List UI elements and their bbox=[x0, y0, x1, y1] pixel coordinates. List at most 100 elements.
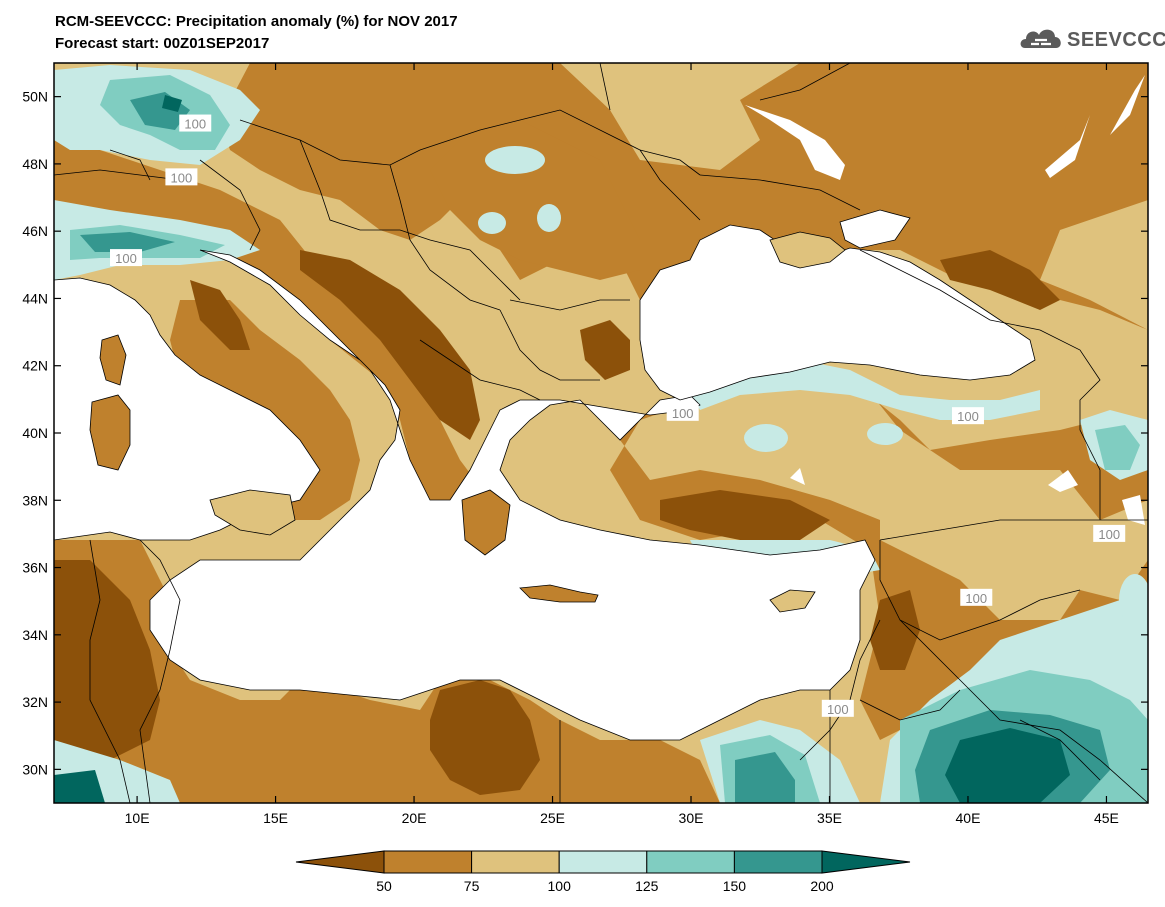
lat-tick-label: 38N bbox=[22, 492, 48, 508]
anomaly-region-125-150 bbox=[1095, 425, 1140, 470]
legend-tick-label: 125 bbox=[635, 878, 659, 894]
lat-tick-label: 44N bbox=[22, 290, 48, 306]
lon-tick-label: 25E bbox=[540, 810, 565, 826]
contour-label-text: 100 bbox=[827, 702, 849, 717]
contour-labels: 100 100 100 100 100 100 100 100 bbox=[110, 114, 1126, 717]
anomaly-region-above-200 bbox=[945, 728, 1070, 803]
anomaly-region-50-75 bbox=[54, 540, 720, 803]
anomaly-region-150-200 bbox=[735, 752, 795, 803]
anomaly-region-below-50 bbox=[660, 490, 830, 540]
contour-label: 100 bbox=[165, 168, 198, 186]
legend-color-box bbox=[383, 850, 473, 874]
lat-tick-label: 50N bbox=[22, 89, 48, 105]
legend-color-box bbox=[733, 850, 823, 874]
anomaly-region-100-125 bbox=[485, 146, 545, 174]
cloud-icon bbox=[1020, 29, 1061, 48]
lat-tick-label: 46N bbox=[22, 223, 48, 239]
anomaly-region-below-50 bbox=[580, 320, 630, 380]
anomaly-region-above-200 bbox=[162, 95, 182, 112]
lon-tick-label: 40E bbox=[956, 810, 981, 826]
contour-label-box bbox=[1093, 524, 1126, 542]
contour-label-box bbox=[960, 588, 993, 606]
contour-label-text: 100 bbox=[171, 170, 193, 185]
sardinia-island bbox=[89, 394, 131, 471]
lat-tick-label: 34N bbox=[22, 627, 48, 643]
anomaly-region-below-50 bbox=[940, 250, 1060, 310]
legend-tick-labels: 50 75 100 125 150 200 bbox=[376, 878, 834, 894]
cyprus-island bbox=[769, 589, 816, 613]
legend-tick-label: 75 bbox=[464, 878, 480, 894]
logo-text: SEEVCCC bbox=[1067, 29, 1165, 51]
white-patch bbox=[1122, 495, 1145, 525]
anomaly-region-below-50 bbox=[430, 680, 540, 795]
anomaly-region-100-125 bbox=[744, 424, 788, 452]
lon-tick-label: 35E bbox=[817, 810, 842, 826]
crimea-peninsula bbox=[769, 231, 846, 269]
contour-label-box bbox=[110, 249, 143, 267]
map-title: RCM-SEEVCCC: Precipitation anomaly (%) f… bbox=[55, 13, 458, 30]
anomaly-region-below-50 bbox=[300, 250, 480, 440]
sicily-island bbox=[209, 489, 296, 536]
contour-label-text: 100 bbox=[184, 117, 206, 132]
anomaly-region-below-50 bbox=[870, 590, 920, 670]
black-sea-mask bbox=[639, 224, 1036, 401]
white-patch bbox=[790, 468, 805, 485]
mediterranean-sea-mask bbox=[149, 249, 876, 741]
contour-label: 100 bbox=[1093, 524, 1126, 542]
lon-tick-label: 45E bbox=[1094, 810, 1119, 826]
anomaly-region-100-125 bbox=[478, 212, 506, 234]
anomaly-region-150-200 bbox=[80, 232, 175, 252]
anomaly-region-100-125 bbox=[1119, 574, 1148, 626]
contour-label: 100 bbox=[179, 114, 212, 132]
legend-color-box bbox=[558, 850, 648, 874]
white-patch bbox=[1110, 75, 1145, 135]
latitude-axis: 50N 48N 46N 44N 42N 40N 38N 36N 34N 32N 30N bbox=[22, 89, 1148, 777]
legend-tick-label: 100 bbox=[548, 878, 572, 894]
longitude-axis: 10E 15E 20E 25E 30E 35E 40E 45E bbox=[125, 63, 1119, 826]
country-borders bbox=[54, 63, 1148, 803]
anomaly-region-100-125 bbox=[867, 423, 903, 445]
lat-tick-label: 30N bbox=[22, 761, 48, 777]
contour-label-box bbox=[179, 114, 212, 132]
azov-sea-mask bbox=[839, 209, 911, 249]
contour-label-text: 100 bbox=[1098, 527, 1120, 542]
contour-label: 100 bbox=[960, 588, 993, 606]
legend-color-box bbox=[471, 850, 560, 874]
color-legend: 50 75 100 125 150 200 bbox=[295, 850, 911, 894]
legend-tick-label: 200 bbox=[810, 878, 834, 894]
contour-label-text: 100 bbox=[672, 406, 694, 421]
white-patch bbox=[1045, 115, 1090, 178]
lat-tick-label: 36N bbox=[22, 560, 48, 576]
contour-label: 100 bbox=[666, 403, 699, 421]
lat-tick-label: 42N bbox=[22, 358, 48, 374]
map-field: 100 100 100 100 100 100 100 100 bbox=[54, 63, 1148, 803]
anomaly-region-below-50 bbox=[54, 560, 160, 760]
legend-tick-label: 50 bbox=[376, 878, 392, 894]
lat-tick-label: 48N bbox=[22, 156, 48, 172]
white-patch bbox=[745, 105, 845, 180]
white-patch bbox=[1048, 470, 1078, 492]
legend-tick-label: 150 bbox=[723, 878, 747, 894]
anomaly-region-100-125 bbox=[537, 204, 561, 232]
corsica-island bbox=[99, 334, 127, 386]
seevccc-logo: SEEVCCC bbox=[1017, 22, 1165, 56]
forecast-start-label: Forecast start: 00Z01SEP2017 bbox=[55, 35, 270, 52]
anomaly-region-50-75 bbox=[430, 120, 640, 280]
lat-tick-label: 40N bbox=[22, 425, 48, 441]
contour-label-text: 100 bbox=[957, 409, 979, 424]
peloponnese bbox=[461, 489, 511, 556]
legend-arrow-low bbox=[295, 850, 385, 874]
contour-label-box bbox=[951, 407, 984, 425]
legend-arrow-high bbox=[821, 850, 911, 874]
contour-label-text: 100 bbox=[115, 251, 137, 266]
lat-tick-label: 32N bbox=[22, 694, 48, 710]
legend-color-box bbox=[646, 850, 735, 874]
contour-label-box bbox=[165, 168, 198, 186]
anomaly-region-above-200 bbox=[54, 770, 105, 803]
lon-tick-label: 20E bbox=[402, 810, 427, 826]
crete-island bbox=[519, 584, 599, 603]
contour-label: 100 bbox=[110, 249, 143, 267]
contour-label: 100 bbox=[951, 407, 984, 425]
lon-tick-label: 30E bbox=[679, 810, 704, 826]
contour-label: 100 bbox=[821, 699, 854, 717]
